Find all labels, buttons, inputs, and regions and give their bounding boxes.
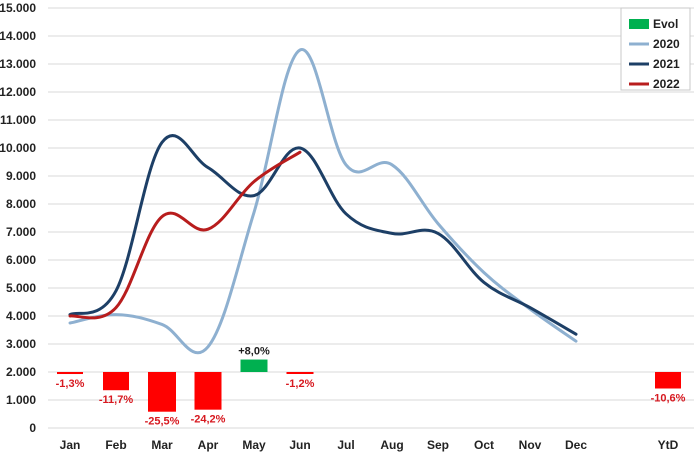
y-tick-label: 13.000	[0, 57, 36, 71]
y-tick-label: 7.000	[6, 225, 36, 239]
evol-bar-label: -24,2%	[191, 414, 226, 426]
x-tick-label: Jun	[289, 438, 310, 452]
legend-label: 2020	[653, 37, 680, 51]
evol-bar	[194, 372, 222, 410]
legend: Evol 2020 2021 2022	[620, 7, 691, 91]
x-tick-label: May	[242, 438, 266, 452]
legend-swatch-evol	[629, 19, 649, 29]
evol-bar-label: -25,5%	[145, 416, 180, 428]
x-tick-label: Feb	[105, 438, 126, 452]
series-line-2020	[68, 48, 578, 355]
x-tick-label: Apr	[198, 438, 219, 452]
y-tick-label: 11.000	[0, 113, 36, 127]
series-line-2021	[68, 134, 578, 336]
y-tick-label: 3.000	[6, 337, 36, 351]
y-tick-label: 1.000	[6, 393, 36, 407]
evol-bar-label: +8,0%	[238, 346, 270, 358]
evol-bar	[240, 359, 268, 372]
evol-bar	[103, 372, 129, 391]
y-tick-label: 2.000	[6, 365, 36, 379]
evol-bar-label: -10,6%	[651, 393, 686, 405]
evol-bar	[286, 372, 314, 374]
legend-label: 2022	[653, 77, 680, 91]
y-tick-label: 8.000	[6, 197, 36, 211]
x-tick-label: Mar	[151, 438, 173, 452]
y-tick-label: 10.000	[0, 141, 36, 155]
x-tick-label: Aug	[380, 438, 403, 452]
y-tick-label: 4.000	[6, 309, 36, 323]
x-tick-label: Dec	[565, 438, 587, 452]
x-tick-label: Sep	[427, 438, 449, 452]
y-tick-label: 14.000	[0, 29, 36, 43]
legend-label: Evol	[653, 17, 678, 31]
y-tick-label: 5.000	[6, 281, 36, 295]
y-tick-label: 12.000	[0, 85, 36, 99]
x-tick-label: Nov	[519, 438, 542, 452]
evol-bar-label: -1,3%	[56, 378, 85, 390]
y-tick-label: 0	[29, 421, 36, 435]
y-tick-label: 9.000	[6, 169, 36, 183]
x-tick-label: Jul	[337, 438, 354, 452]
y-tick-label: 15.000	[0, 1, 36, 15]
legend-label: 2021	[653, 57, 680, 71]
evol-bar	[655, 372, 681, 389]
x-tick-label: YtD	[658, 438, 679, 452]
evol-bar-label: -1,2%	[286, 378, 315, 390]
x-tick-label: Oct	[474, 438, 494, 452]
evol-bar	[148, 372, 176, 412]
y-tick-label: 6.000	[6, 253, 36, 267]
x-tick-label: Jan	[60, 438, 81, 452]
evol-bar-label: -11,7%	[99, 394, 133, 406]
evol-bar	[57, 372, 83, 375]
series-lines	[68, 48, 578, 355]
evolution-bars	[57, 359, 681, 412]
series-line-2022	[68, 150, 302, 320]
grid-layer	[48, 7, 694, 429]
